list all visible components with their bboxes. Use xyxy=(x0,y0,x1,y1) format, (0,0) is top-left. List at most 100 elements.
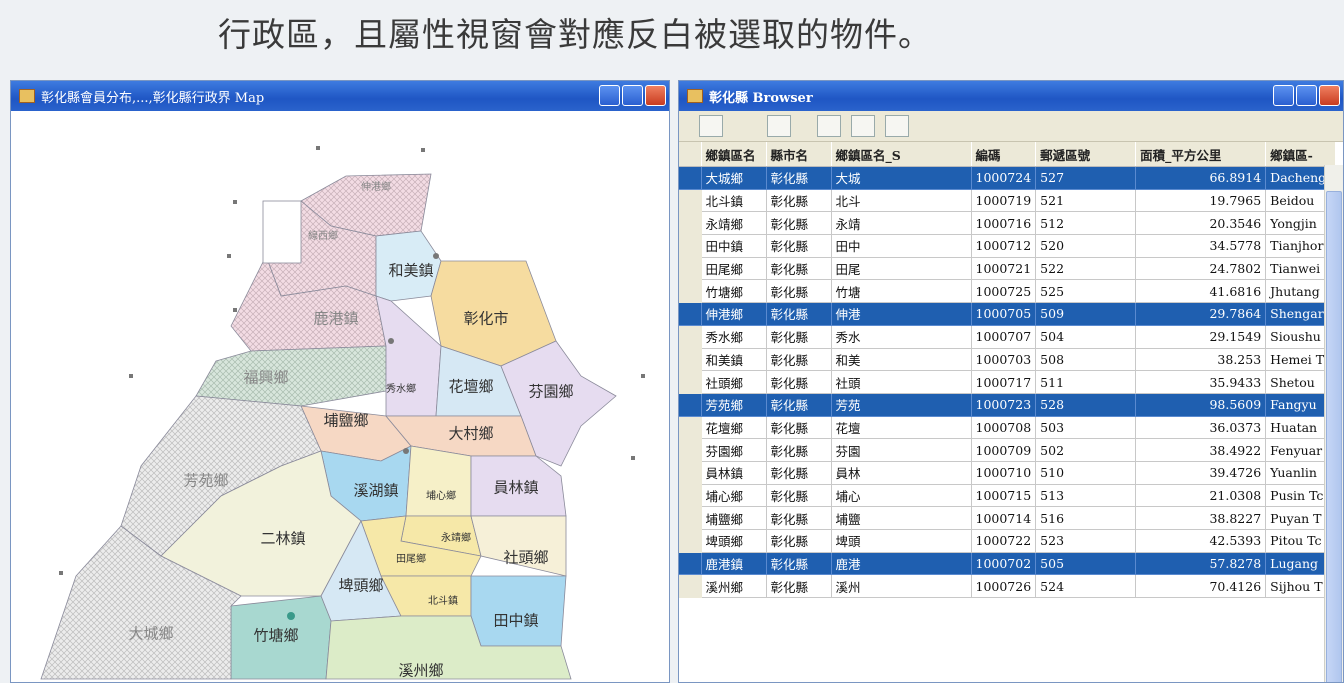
table-cell: 1000714 xyxy=(971,506,1037,530)
scroll-thumb[interactable] xyxy=(1326,191,1342,682)
table-cell: 彰化縣 xyxy=(766,370,832,394)
table-cell: 502 xyxy=(1035,438,1137,462)
table-cell: 伸港 xyxy=(831,302,972,326)
table-cell: 1000708 xyxy=(971,416,1037,440)
map-label: 永靖鄉 xyxy=(441,531,471,544)
table-row[interactable]: 和美鎮 彰化縣 和美 1000703 508 38.253 Hemei T xyxy=(679,348,1337,372)
scrollbar[interactable] xyxy=(1324,165,1343,682)
table-cell: 509 xyxy=(1035,302,1137,326)
table-cell: 竹塘 xyxy=(831,279,972,304)
map-window: 彰化縣會員分布,...,彰化縣行政界 Map xyxy=(10,80,670,683)
table-cell: 芬園 xyxy=(831,438,972,462)
table-cell: 彰化縣 xyxy=(766,211,832,236)
minimize[interactable] xyxy=(599,85,620,106)
region[interactable] xyxy=(195,345,387,407)
select-button[interactable] xyxy=(767,115,791,137)
region[interactable] xyxy=(375,295,442,417)
table-cell: Huatan xyxy=(1265,416,1337,440)
table-cell: 1000715 xyxy=(971,484,1037,508)
table-cell: 1000722 xyxy=(971,529,1037,553)
table-row[interactable]: 埤頭鄉 彰化縣 埤頭 1000722 523 42.5393 Pitou Tc xyxy=(679,529,1337,553)
font-button[interactable] xyxy=(817,115,841,137)
table-cell: 埔鹽 xyxy=(831,506,972,530)
region[interactable] xyxy=(40,525,242,680)
table-cell: 1000717 xyxy=(971,370,1037,394)
table-cell: 42.5393 xyxy=(1135,529,1267,553)
table-row[interactable]: 芳苑鄉 彰化縣 芳苑 1000723 528 98.5609 Fangyu xyxy=(679,393,1337,417)
table-cell: 41.6816 xyxy=(1135,279,1267,304)
table-cell: 大城 xyxy=(831,166,972,190)
table-cell: 社頭 xyxy=(831,370,972,394)
add-button[interactable] xyxy=(851,115,875,137)
column-header: 郵遞區號 xyxy=(1035,142,1137,167)
close[interactable] xyxy=(645,85,666,106)
table-row[interactable]: 竹塘鄉 彰化縣 竹塘 1000725 525 41.6816 Jhutang xyxy=(679,279,1337,304)
maximize[interactable] xyxy=(622,85,643,106)
table-cell: 彰化縣 xyxy=(766,461,832,485)
table-cell: 秀水鄉 xyxy=(701,325,767,349)
table-cell: Fangyu xyxy=(1265,393,1337,417)
table-row[interactable]: 北斗鎮 彰化縣 北斗 1000719 521 19.7965 Beidou xyxy=(679,189,1337,213)
table-row[interactable]: 大城鄉 彰化縣 大城 1000724 527 66.8914 Dacheng xyxy=(679,166,1337,190)
sort-button[interactable] xyxy=(699,115,723,137)
table-cell: 芳苑鄉 xyxy=(701,393,767,417)
table-row[interactable]: 員林鎮 彰化縣 員林 1000710 510 39.4726 Yuanlin xyxy=(679,461,1337,485)
table-row[interactable]: 花壇鄉 彰化縣 花壇 1000708 503 36.0373 Huatan xyxy=(679,416,1337,440)
table-cell: 彰化縣 xyxy=(766,506,832,530)
table-cell: 1000726 xyxy=(971,574,1037,599)
table-row[interactable]: 伸港鄉 彰化縣 伸港 1000705 509 29.7864 Shengar xyxy=(679,302,1337,326)
map-label: 埤頭鄉 xyxy=(338,577,383,595)
table-cell: 大城鄉 xyxy=(701,166,767,190)
table-cell: 38.8227 xyxy=(1135,506,1267,530)
table-cell: 1000721 xyxy=(971,257,1037,281)
minimize[interactable] xyxy=(1273,85,1294,106)
indicator-header xyxy=(679,142,702,167)
close[interactable] xyxy=(1319,85,1340,106)
table-cell: 524 xyxy=(1035,574,1137,599)
table-cell: Yuanlin xyxy=(1265,461,1337,485)
table-row[interactable]: 鹿港鎮 彰化縣 鹿港 1000702 505 57.8278 Lugang xyxy=(679,552,1337,576)
map-label: 伸港鄉 xyxy=(361,180,391,193)
region[interactable] xyxy=(325,615,572,680)
table-row[interactable]: 田尾鄉 彰化縣 田尾 1000721 522 24.7802 Tianwei xyxy=(679,257,1337,281)
table-cell: 彰化縣 xyxy=(766,189,832,213)
map-label: 埔心鄉 xyxy=(426,489,456,502)
map-label: 田尾鄉 xyxy=(396,552,426,565)
table-cell: 512 xyxy=(1035,211,1137,236)
region[interactable] xyxy=(470,515,567,577)
table-cell: 98.5609 xyxy=(1135,393,1267,417)
table-cell: 29.7864 xyxy=(1135,302,1267,326)
table-cell: 513 xyxy=(1035,484,1137,508)
map-label: 社頭鄉 xyxy=(503,549,548,567)
table-row[interactable]: 溪州鄉 彰化縣 溪州 1000726 524 70.4126 Sijhou T xyxy=(679,574,1337,599)
table-cell: 埤頭鄉 xyxy=(701,529,767,553)
row-indicator xyxy=(679,529,702,553)
table-row[interactable]: 秀水鄉 彰化縣 秀水 1000707 504 29.1549 Sioushu xyxy=(679,325,1337,349)
table-row[interactable]: 芬園鄉 彰化縣 芬園 1000709 502 38.4922 Fenyuar xyxy=(679,438,1337,462)
table-row[interactable]: 埔心鄉 彰化縣 埔心 1000715 513 21.0308 Pusin Tc xyxy=(679,484,1337,508)
table-row[interactable]: 社頭鄉 彰化縣 社頭 1000717 511 35.9433 Shetou xyxy=(679,370,1337,394)
region[interactable] xyxy=(405,445,472,517)
table-cell: 和美 xyxy=(831,348,972,372)
table-row[interactable]: 永靖鄉 彰化縣 永靖 1000716 512 20.3546 Yongjin xyxy=(679,211,1337,236)
table-cell: 永靖 xyxy=(831,211,972,236)
table-cell: 505 xyxy=(1035,552,1137,576)
region[interactable] xyxy=(470,455,567,517)
table-cell: 523 xyxy=(1035,529,1137,553)
refresh-button[interactable] xyxy=(733,115,757,137)
table-row[interactable]: 田中鎮 彰化縣 田中 1000712 520 34.5778 Tianjhor xyxy=(679,234,1337,258)
table-cell: 34.5778 xyxy=(1135,234,1267,258)
map-label: 田中鎮 xyxy=(493,612,538,630)
heading: 行政區，且屬性視窗會對應反白被選取的物件。 xyxy=(218,15,932,54)
map-title: 彰化縣會員分布,...,彰化縣行政界 Map xyxy=(41,90,265,106)
table-row[interactable]: 埔鹽鄉 彰化縣 埔鹽 1000714 516 38.8227 Puyan T xyxy=(679,506,1337,530)
table-cell: 36.0373 xyxy=(1135,416,1267,440)
table-cell: 1000712 xyxy=(971,234,1037,258)
table-cell: 彰化縣 xyxy=(766,166,832,190)
maximize[interactable] xyxy=(1296,85,1317,106)
map-label: 福興鄉 xyxy=(243,369,288,387)
table-cell: 20.3546 xyxy=(1135,211,1267,236)
table-cell: 彰化縣 xyxy=(766,302,832,326)
columns-button[interactable] xyxy=(885,115,909,137)
